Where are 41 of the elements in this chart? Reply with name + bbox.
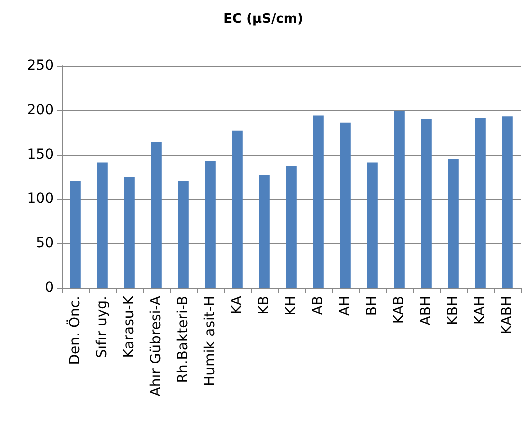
bar <box>448 159 459 288</box>
x-tick-label: KA <box>230 296 246 315</box>
bar <box>70 181 81 288</box>
y-tick-label: 0 <box>45 280 54 296</box>
bar <box>367 162 378 288</box>
bar <box>421 119 432 288</box>
x-tick-label: KABH <box>500 296 516 335</box>
bar <box>313 116 324 288</box>
bar <box>178 181 189 288</box>
x-tick-label: KB <box>256 296 272 315</box>
bar <box>340 122 351 288</box>
chart-title: EC (µS/cm) <box>224 12 304 27</box>
bar <box>232 130 243 288</box>
x-tick-label: Den. Önc. <box>66 296 84 366</box>
x-tick-label: AB <box>310 296 326 316</box>
x-tick-label: Humik asit-H <box>202 296 218 386</box>
bar <box>259 175 270 288</box>
x-tick-label: ABH <box>418 296 434 326</box>
x-tick-label: Rh.Bakteri-B <box>176 296 192 384</box>
y-tick-label: 200 <box>27 102 54 118</box>
x-tick-label: KAB <box>392 296 408 324</box>
bar <box>475 118 486 288</box>
bar <box>97 162 108 288</box>
y-tick-label: 250 <box>27 58 54 74</box>
bar <box>286 166 297 288</box>
x-tick-label: BH <box>364 296 380 316</box>
x-tick-label: KH <box>284 296 300 316</box>
bar <box>502 116 513 288</box>
bar <box>394 111 405 288</box>
x-tick-label: AH <box>338 296 354 316</box>
x-tick-label: KBH <box>446 296 462 326</box>
bar <box>151 142 162 288</box>
y-tick-label: 150 <box>27 146 54 163</box>
x-tick-label: Karasu-K <box>122 295 138 358</box>
x-tick-label: Ahır Gübresi-A <box>148 296 164 397</box>
y-tick-label: 50 <box>36 236 54 252</box>
bar <box>205 161 216 288</box>
x-tick-label: Sıfır uyg. <box>94 296 110 358</box>
x-tick-label: KAH <box>472 296 488 326</box>
y-tick-label: 100 <box>27 191 54 208</box>
bar <box>124 177 135 288</box>
